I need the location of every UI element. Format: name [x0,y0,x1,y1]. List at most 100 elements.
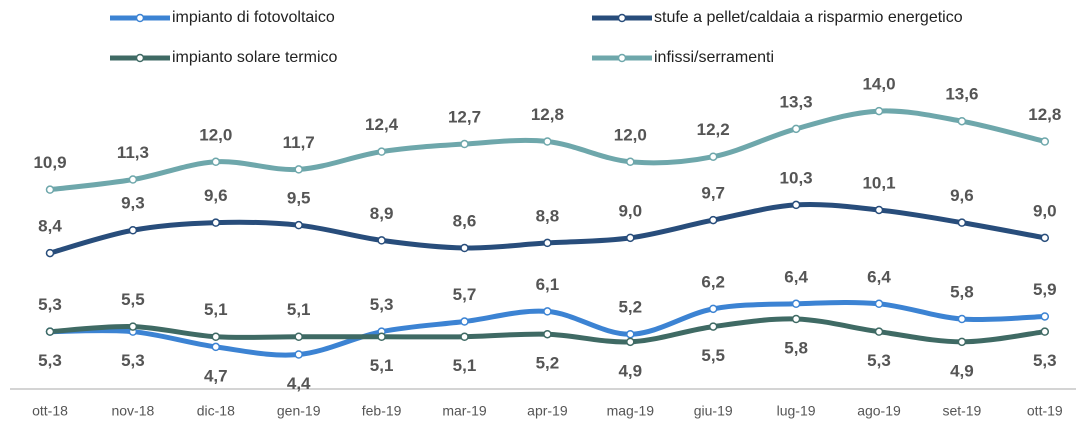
value-label: 5,2 [536,354,560,373]
point [128,322,138,331]
value-label: 14,0 [862,75,895,94]
point [543,137,552,146]
point [45,248,55,258]
value-label: 5,3 [38,351,62,370]
x-tick-label: mar-19 [442,403,487,419]
value-label: 5,5 [121,290,145,309]
point [708,322,718,331]
value-label: 6,4 [784,267,808,286]
point [294,220,303,230]
point [128,226,138,235]
value-label: 9,7 [701,184,725,203]
point [957,218,967,227]
point [708,304,718,314]
point [791,314,801,324]
value-label: 9,0 [618,201,642,220]
value-label: 5,3 [121,351,145,370]
point [45,327,55,336]
x-tick-label: nov-18 [111,403,154,419]
value-label: 5,8 [950,282,974,301]
point [626,233,635,243]
x-tick-label: apr-19 [527,403,568,419]
value-label: 9,5 [287,189,311,208]
value-label: 6,2 [701,272,725,291]
point [211,218,221,227]
x-tick-label: lug-19 [777,403,816,419]
point [874,106,884,116]
point [460,243,469,253]
value-label: 5,1 [453,356,477,375]
value-label: 8,6 [453,211,477,230]
value-label: 11,3 [117,143,149,162]
point [294,350,303,359]
x-tick-label: giu-19 [694,403,733,419]
value-label: 4,9 [618,361,642,380]
point [460,139,469,149]
point [460,317,469,326]
value-label: 9,0 [1033,201,1057,220]
point [874,327,884,336]
point [957,314,967,324]
value-label: 8,8 [536,206,560,225]
x-tick-label: ago-19 [857,403,901,419]
point [128,175,138,184]
x-tick-label: gen-19 [277,403,321,419]
x-tick-label: ott-19 [1027,403,1063,419]
legend-label: stufe a pellet/caldaia a risparmio energ… [654,9,963,26]
value-label: 5,3 [370,295,394,314]
point [1040,327,1050,336]
point [957,337,967,347]
value-label: 5,9 [1033,280,1057,299]
legend-label: infissi/serramenti [654,49,774,66]
value-label: 8,9 [370,204,394,223]
value-label: 6,1 [536,275,560,294]
value-label: 11,7 [283,133,315,152]
value-label: 5,1 [370,356,394,375]
value-label: 6,4 [867,267,891,286]
value-label: 5,1 [287,300,311,319]
value-label: 9,3 [121,194,145,213]
value-label: 12,8 [531,105,564,124]
point [460,332,469,341]
point [543,307,552,316]
point [543,329,552,339]
x-tick-label: ott-18 [32,403,68,419]
value-label: 10,1 [862,173,895,192]
legend-label: impianto solare termico [172,49,338,66]
point [957,116,967,126]
legend-label: impianto di fotovoltaico [172,9,335,26]
point [1040,312,1050,321]
value-label: 12,0 [199,125,232,144]
value-label: 5,2 [618,298,642,317]
point [294,332,303,341]
value-label: 12,2 [697,120,730,139]
point [874,299,884,309]
value-label: 5,5 [701,346,725,365]
x-tick-label: feb-19 [362,403,402,419]
value-label: 5,8 [784,338,808,357]
point [626,337,635,347]
value-label: 4,7 [204,366,228,385]
point [791,124,801,134]
x-tick-label: dic-18 [197,403,235,419]
value-label: 13,6 [945,85,978,104]
point [708,215,718,225]
value-label: 5,3 [1033,351,1057,370]
point [626,329,635,339]
point [1040,233,1050,243]
point [874,205,884,215]
value-label: 12,7 [448,108,481,127]
point [791,200,801,210]
x-tick-label: mag-19 [607,403,655,419]
value-label: 12,4 [365,115,399,134]
value-label: 4,4 [287,374,311,393]
value-label: 10,3 [780,168,813,187]
point [791,299,801,309]
legend-marker [617,13,627,23]
legend-marker [135,53,145,63]
point [294,165,303,174]
point [211,157,221,167]
point [626,157,635,167]
